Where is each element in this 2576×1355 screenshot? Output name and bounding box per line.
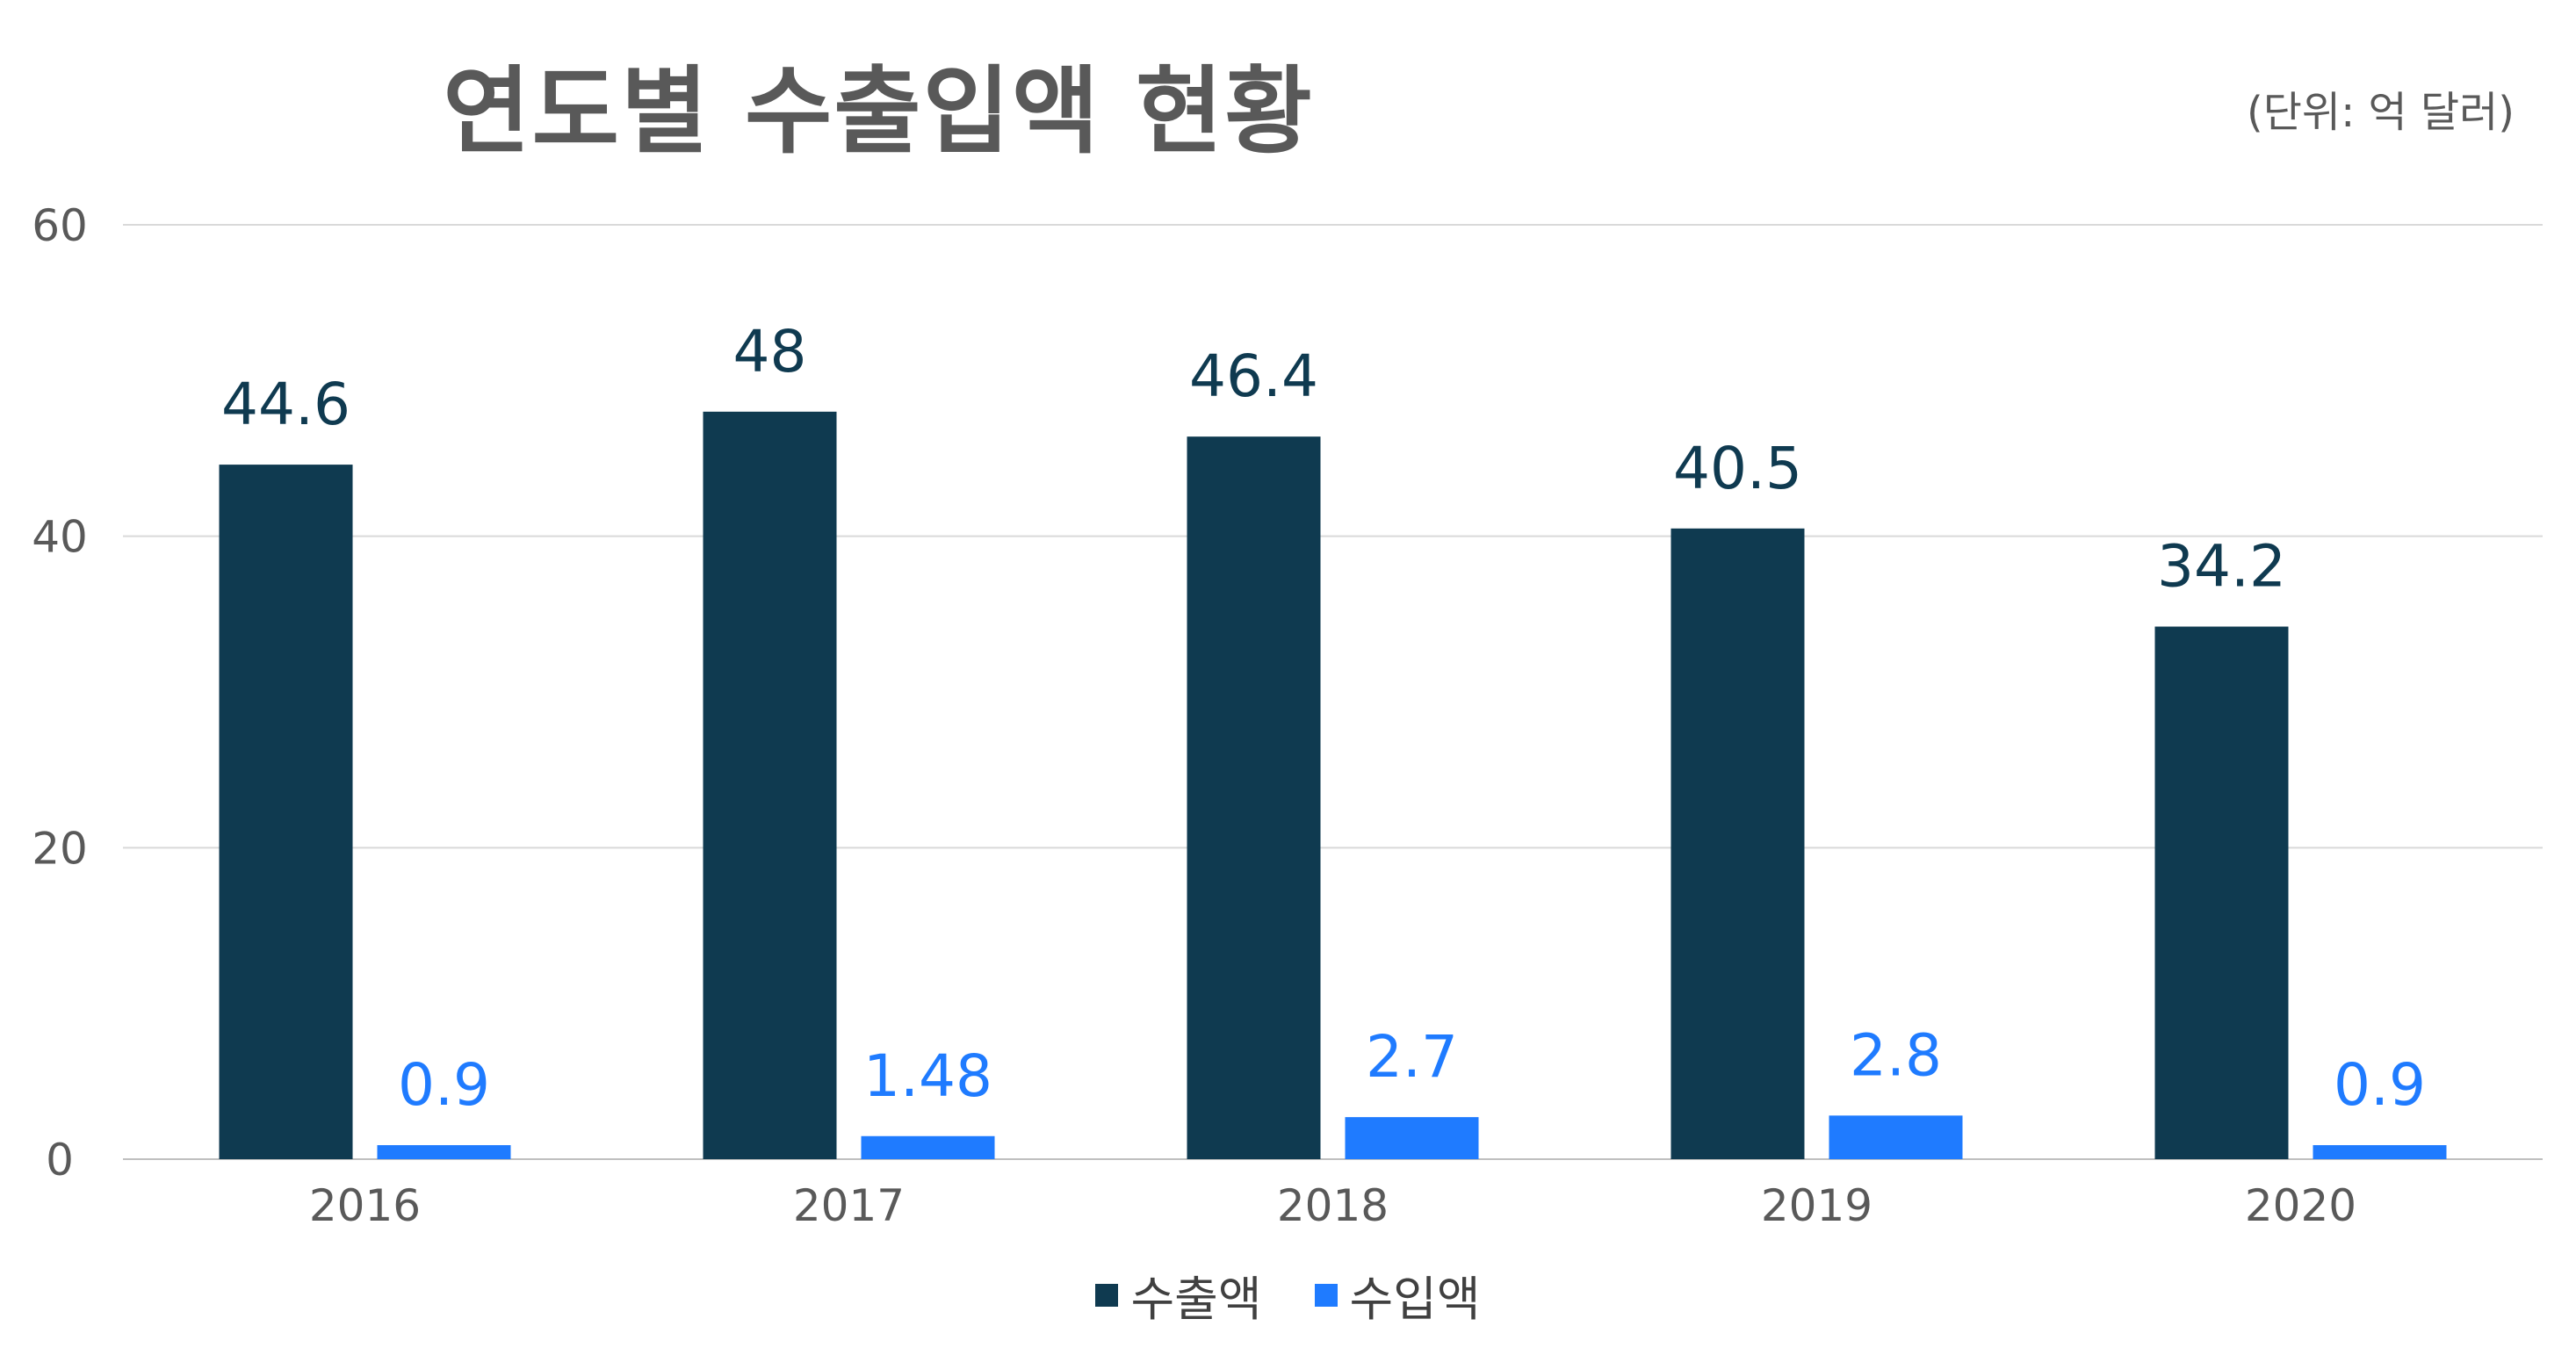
labels: 0 20 40 60 44.6 0.9 2016 48 1.48 2017 46.4 2.7 2018 4… — [32, 200, 2426, 1231]
bar-export — [219, 465, 353, 1159]
data-label-import: 0.9 — [398, 1051, 490, 1119]
y-tick-label: 0 — [46, 1135, 74, 1186]
bar-import — [1829, 1115, 1963, 1159]
bar-import — [861, 1135, 995, 1159]
bar-import — [2313, 1145, 2447, 1159]
gridlines — [123, 224, 2543, 1160]
legend-item-import: 수입액 — [1314, 1260, 1481, 1330]
x-tick-label: 2019 — [1761, 1180, 1872, 1231]
bars — [219, 411, 2447, 1159]
data-label-export: 48 — [733, 318, 807, 386]
bar-import — [1345, 1117, 1479, 1159]
x-tick-label: 2020 — [2245, 1180, 2356, 1231]
legend-swatch-export — [1095, 1283, 1119, 1307]
legend-label-export: 수출액 — [1130, 1272, 1262, 1327]
unit-note: (단위: 억 달러) — [2247, 88, 2515, 137]
bar-export — [2154, 626, 2289, 1159]
bar-import — [377, 1145, 511, 1159]
data-label-export: 46.4 — [1189, 342, 1318, 410]
y-tick-label: 60 — [32, 200, 88, 251]
chart-title: 연도별 수출입액 현황 — [443, 57, 1314, 167]
legend-item-export: 수출액 — [1095, 1260, 1262, 1330]
legend: 수출액 수입액 — [0, 1260, 2576, 1330]
data-label-export: 34.2 — [2157, 533, 2286, 601]
legend-label-import: 수입액 — [1349, 1272, 1481, 1327]
bar-export — [1187, 436, 1321, 1159]
legend-swatch-import — [1314, 1283, 1338, 1307]
data-label-export: 40.5 — [1673, 435, 1802, 502]
data-label-export: 44.6 — [221, 371, 350, 438]
x-tick-label: 2018 — [1277, 1180, 1389, 1231]
y-tick-label: 20 — [32, 823, 88, 874]
data-label-import: 1.48 — [863, 1042, 992, 1110]
data-label-import: 2.7 — [1366, 1023, 1458, 1091]
bar-export — [1670, 528, 1805, 1159]
x-tick-label: 2016 — [309, 1180, 421, 1231]
bar-export — [703, 411, 837, 1159]
data-label-import: 2.8 — [1850, 1021, 1942, 1089]
data-label-import: 0.9 — [2334, 1051, 2426, 1119]
x-tick-label: 2017 — [793, 1180, 905, 1231]
y-tick-label: 40 — [32, 512, 88, 563]
